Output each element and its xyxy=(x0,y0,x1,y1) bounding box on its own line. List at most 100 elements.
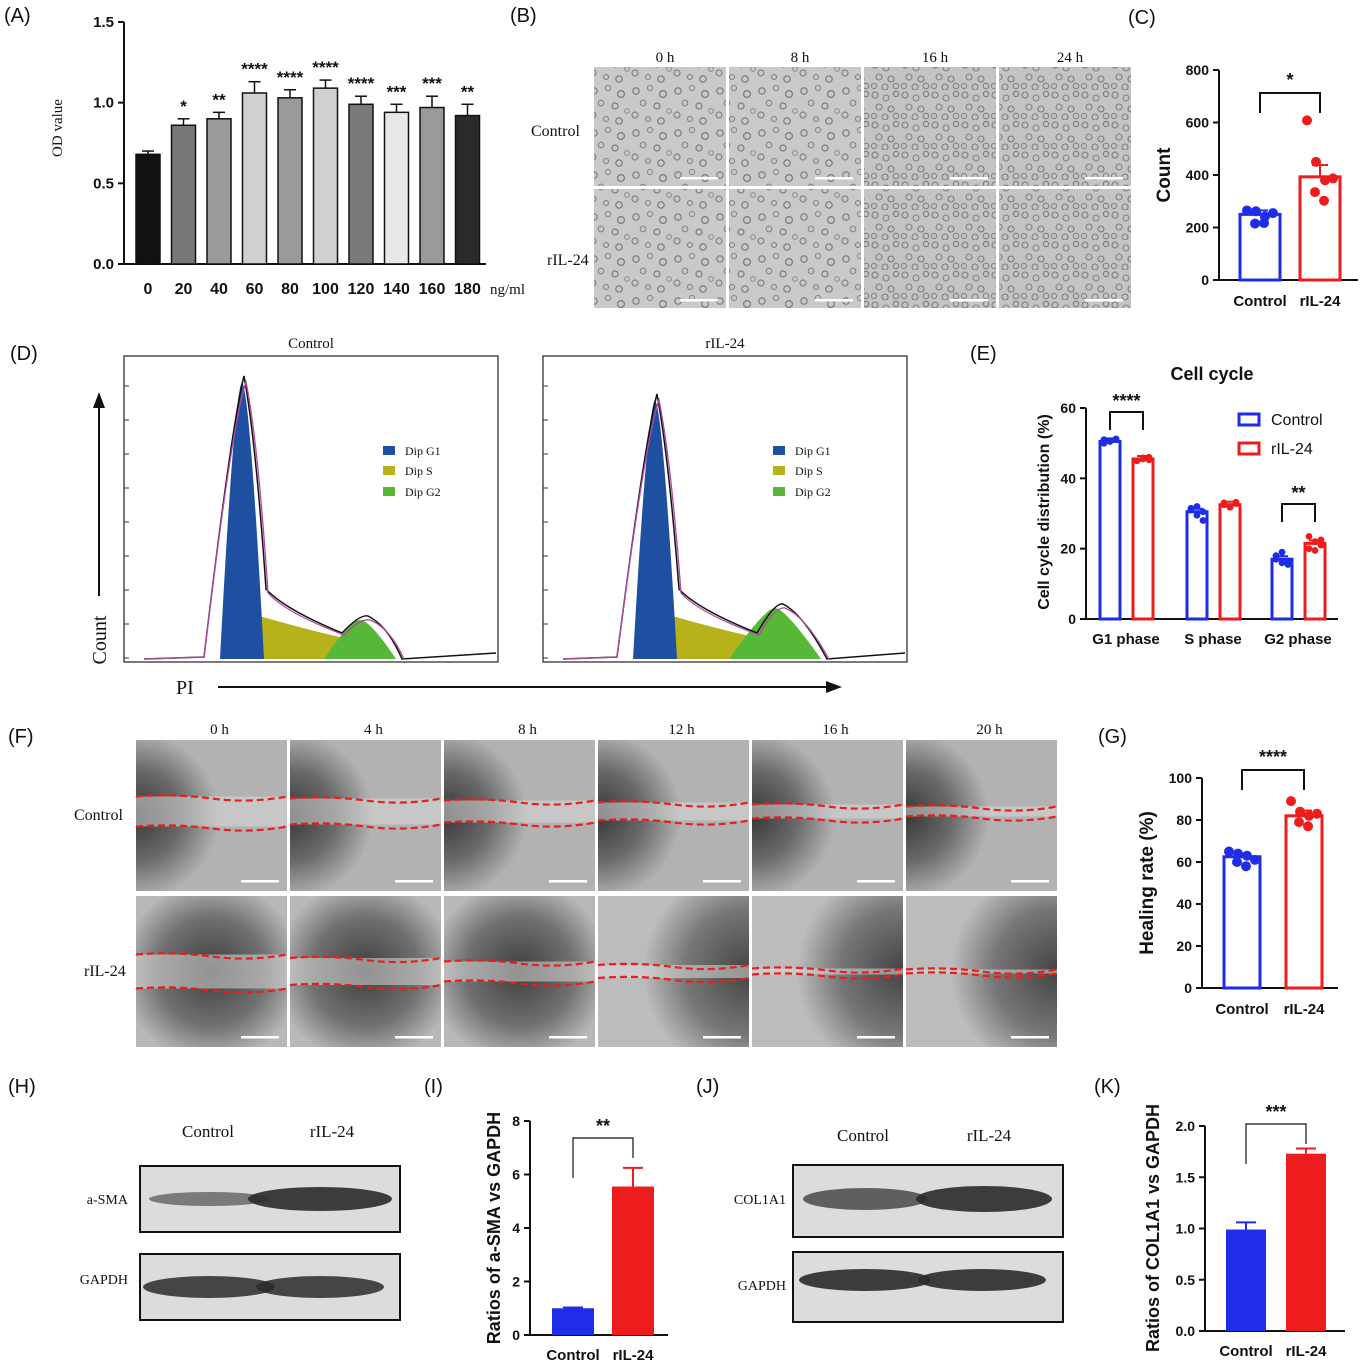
panel-e-ylabel: Cell cycle distribution (%) xyxy=(1036,414,1053,610)
panel-e-data-point xyxy=(1311,547,1319,554)
panel-e-bar xyxy=(1303,541,1327,621)
panel-c-data-point xyxy=(1328,173,1338,184)
panel-g-data-point xyxy=(1304,810,1314,821)
panel-a-xtick-label: 120 xyxy=(348,281,375,298)
panel-c-data-point xyxy=(1319,195,1329,206)
panel-b-micrograph xyxy=(594,189,726,308)
panel-f-wound-gap xyxy=(136,796,287,827)
panel-g-data-point xyxy=(1242,850,1252,861)
panel-f-scale-bar xyxy=(1011,880,1049,883)
panel-g-data-point xyxy=(1232,857,1242,867)
panel-b-scale-bar xyxy=(815,299,853,302)
panel-a-xtick-label: 180 xyxy=(454,281,481,298)
panel-j-band-label: COL1A1 xyxy=(734,1193,786,1208)
panel-f-wound-gap xyxy=(444,961,595,982)
panel-b-scale-bar xyxy=(950,299,988,302)
panel-c-data-point xyxy=(1302,115,1312,126)
panel-e-data-point xyxy=(1232,500,1240,508)
panel-d-legend-swatch xyxy=(383,466,395,475)
panel-a-significance: * xyxy=(180,97,187,116)
panel-d-xlabel: PI xyxy=(176,677,194,699)
panel-g-ytick-label: 20 xyxy=(1176,938,1192,954)
panel-label-J: (J) xyxy=(696,1076,719,1098)
panel-k-xtick-label: Control xyxy=(1219,1343,1272,1360)
panel-c-data-point xyxy=(1242,205,1252,216)
panel-e-data-point xyxy=(1193,503,1201,510)
panel-e-xtick-label: S phase xyxy=(1184,631,1242,648)
panel-g-ytick-label: 60 xyxy=(1176,854,1192,870)
panel-label-B: (B) xyxy=(510,5,537,27)
panel-j-band xyxy=(916,1186,1052,1212)
panel-label-C: (C) xyxy=(1128,7,1156,29)
panel-g-ylabel: Healing rate (%) xyxy=(1137,811,1158,955)
panel-k-significance: *** xyxy=(1265,1102,1286,1122)
panel-c-ytick-label: 600 xyxy=(1186,115,1210,131)
panel-d-histogram-trace xyxy=(143,375,497,660)
panel-label-E: (E) xyxy=(970,343,997,365)
panel-f-scale-bar xyxy=(395,880,433,883)
panel-e-data-point xyxy=(1311,538,1319,546)
panel-f-wound-edge xyxy=(289,982,442,991)
panel-k-ytick-label: 1.0 xyxy=(1176,1221,1196,1237)
panel-d-legend-label: Dip S xyxy=(405,464,433,478)
panel-e-data-point xyxy=(1112,435,1120,443)
panel-i-significance-bracket xyxy=(572,1137,634,1178)
panel-e-data-point xyxy=(1317,536,1325,544)
panel-d-legend-label: Dip S xyxy=(795,464,823,478)
panel-i-ytick-label: 0 xyxy=(512,1327,520,1343)
panel-d-fit-trace xyxy=(562,397,830,660)
panel-e-data-point xyxy=(1305,532,1313,540)
panel-e-data-point xyxy=(1187,506,1195,514)
panel-e-data-point xyxy=(1305,545,1313,553)
panel-a-bar xyxy=(312,87,339,265)
panel-e-title: Cell cycle xyxy=(1170,364,1253,384)
panel-c-xtick-label: rIL-24 xyxy=(1300,293,1342,310)
panel-f-time-label: 0 h xyxy=(210,722,229,738)
panel-k-bar xyxy=(1286,1153,1326,1331)
panel-g-xtick-label: rIL-24 xyxy=(1284,1001,1326,1018)
panel-h-lane-label: rIL-24 xyxy=(310,1122,355,1141)
panel-b-scale-bar xyxy=(680,177,718,180)
panel-b-row-label: rIL-24 xyxy=(547,252,589,269)
panel-d-legend-label: Dip G2 xyxy=(795,485,831,499)
panel-f-time-label: 12 h xyxy=(668,722,695,738)
panel-f-wound-gap xyxy=(906,969,1057,974)
panel-e-xtick-label: G2 phase xyxy=(1264,631,1332,648)
panel-a-significance: **** xyxy=(348,74,375,93)
panel-g-data-point xyxy=(1295,806,1305,817)
panel-a-significance: *** xyxy=(422,74,442,93)
panel-i-xtick-label: Control xyxy=(546,1347,599,1364)
panel-a-significance: **** xyxy=(277,68,304,87)
panel-b-scale-bar xyxy=(1085,299,1123,302)
panel-d-legend-swatch xyxy=(383,446,395,455)
panel-i-ytick-label: 8 xyxy=(512,1113,520,1129)
panel-f-wound-edge xyxy=(597,818,750,826)
panel-a-xtick-label: 40 xyxy=(210,281,228,298)
panel-f-time-label: 4 h xyxy=(364,722,383,738)
panel-e-data-point xyxy=(1272,555,1280,563)
panel-d-dip-g2 xyxy=(729,608,821,659)
panel-f-scale-bar xyxy=(1011,1036,1049,1039)
panel-g-data-point xyxy=(1250,854,1260,865)
panel-f-wound-edge xyxy=(443,979,596,987)
panel-h-lane-label: Control xyxy=(182,1122,234,1141)
panel-f-wound-edge xyxy=(597,800,750,808)
panel-e-data-point xyxy=(1100,439,1108,447)
panel-b-time-label: 8 h xyxy=(791,50,810,66)
panel-k-significance-bracket xyxy=(1245,1123,1307,1164)
panel-e-data-point xyxy=(1145,456,1153,464)
panel-a-significance: *** xyxy=(387,82,407,101)
panel-g-data-point xyxy=(1286,796,1296,807)
panel-b-time-label: 24 h xyxy=(1057,50,1084,66)
panel-f-wound-edge xyxy=(135,986,288,994)
panel-h-band-label: a-SMA xyxy=(87,1193,129,1208)
panel-j-band-label: GAPDH xyxy=(738,1279,786,1294)
panel-g-ytick-label: 80 xyxy=(1176,812,1192,828)
panel-d-title: rIL-24 xyxy=(705,336,745,352)
panel-d-legend-swatch xyxy=(773,446,785,455)
panel-f-scale-bar xyxy=(549,1036,587,1039)
panel-g-data-point xyxy=(1312,808,1322,819)
panel-f-wound-edge xyxy=(905,804,1058,812)
panel-f-time-label: 20 h xyxy=(976,722,1003,738)
